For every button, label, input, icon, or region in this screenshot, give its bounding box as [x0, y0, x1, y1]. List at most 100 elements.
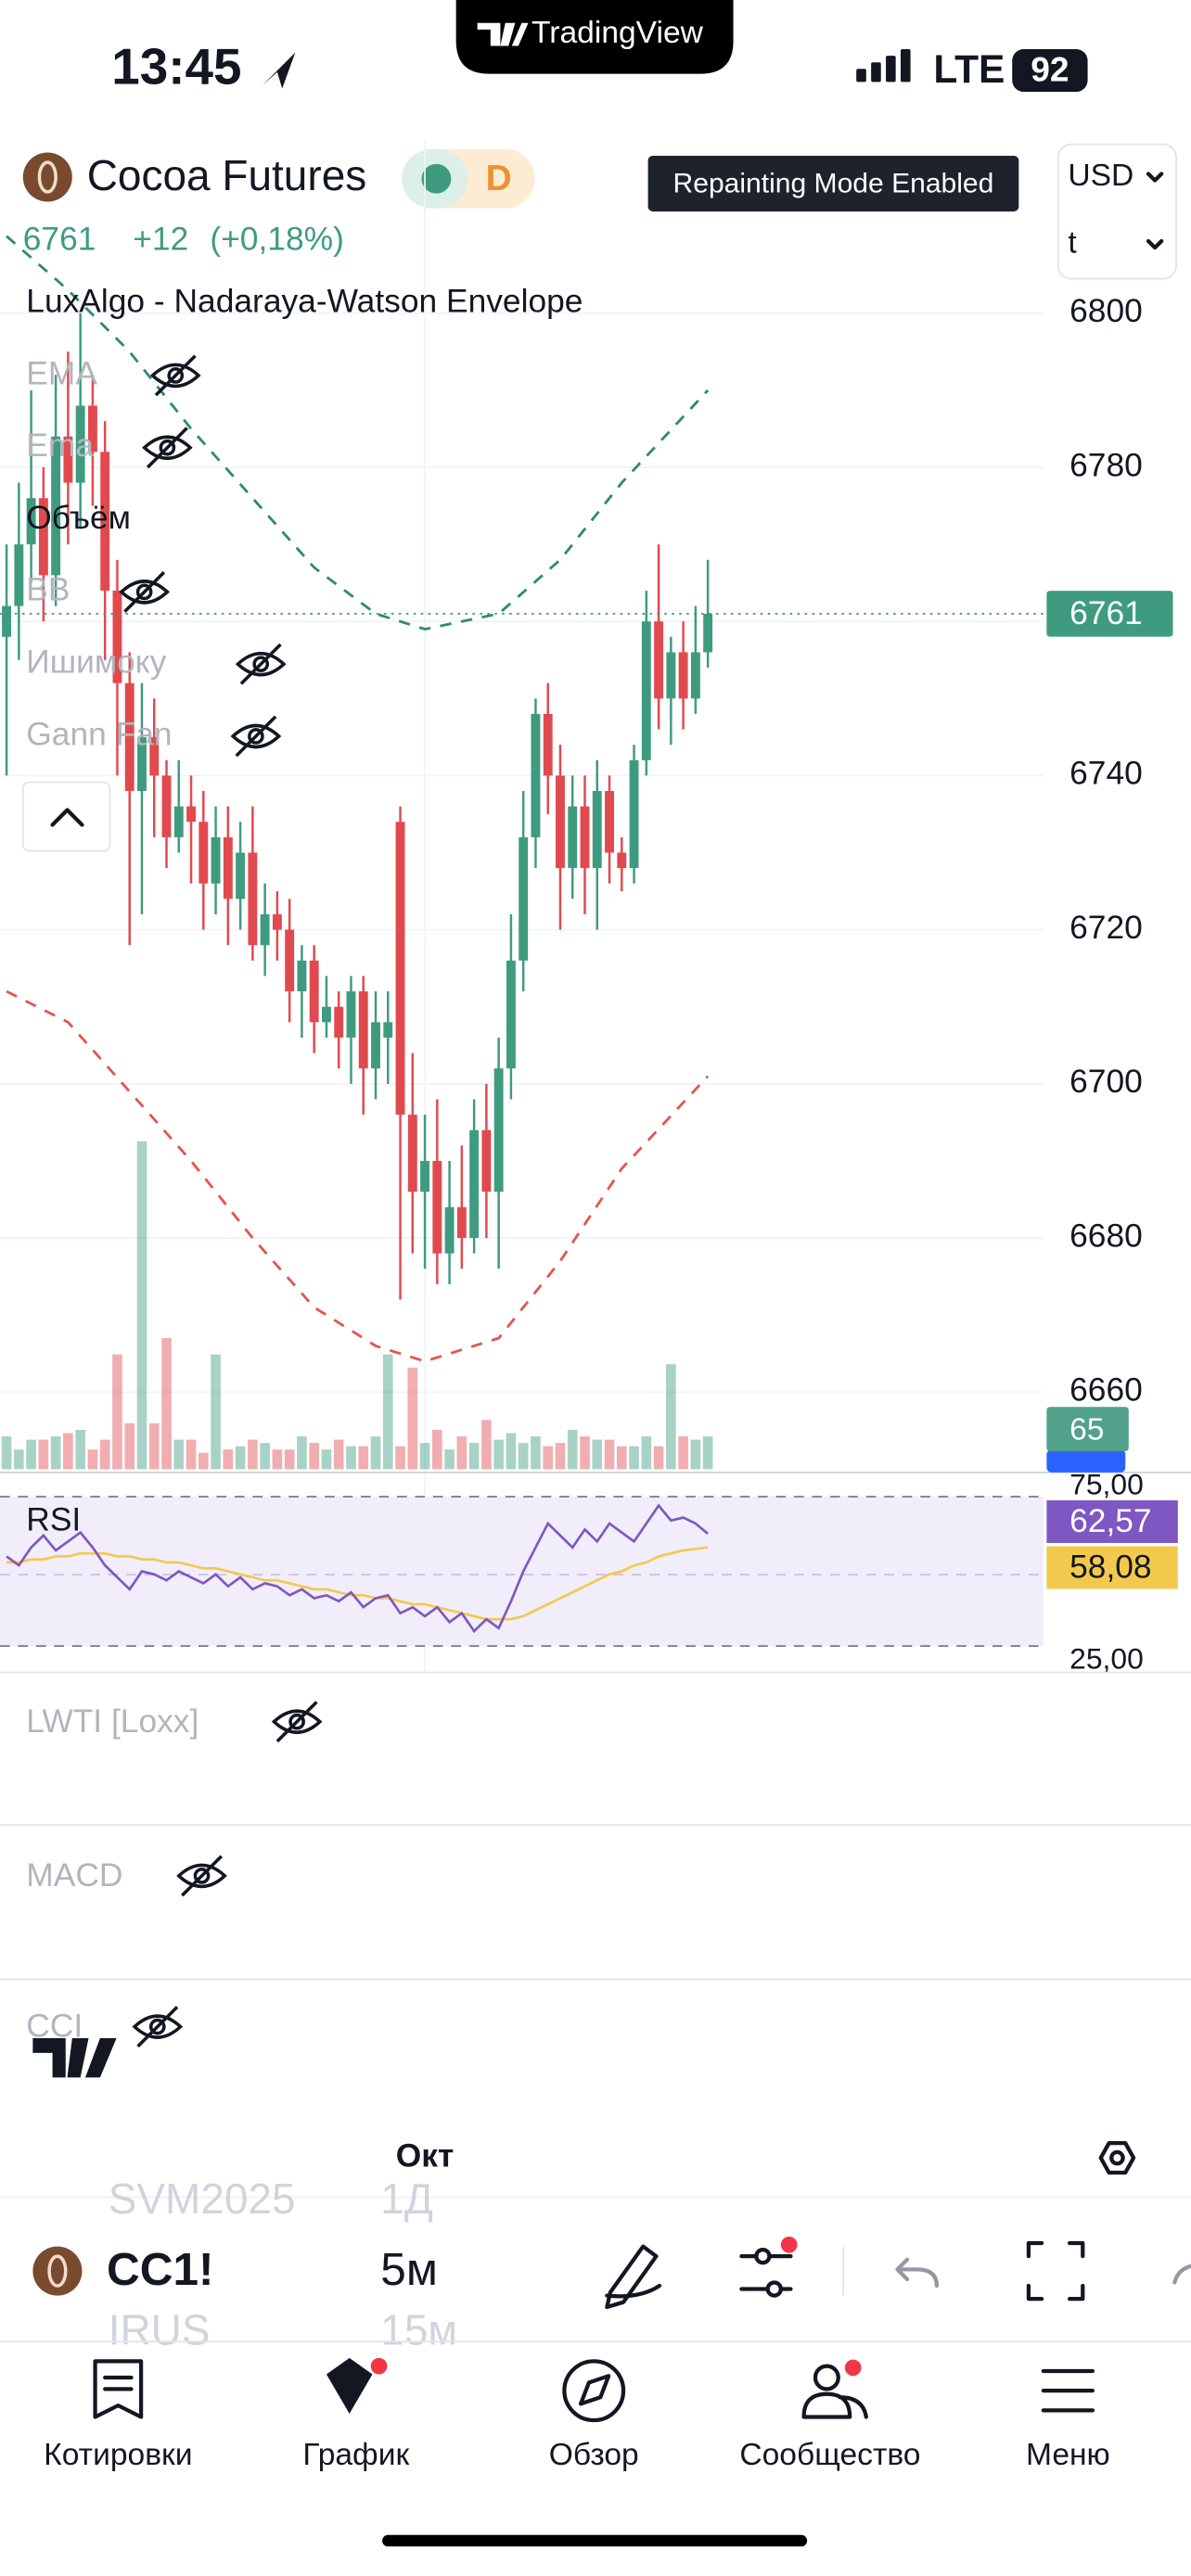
indicator-name[interactable]: EMA [26, 355, 97, 391]
hidden-icon-slash [275, 1701, 318, 1743]
volume-bar [309, 1443, 319, 1470]
undo-icon[interactable] [895, 2257, 939, 2289]
currency-unit-box[interactable] [1057, 143, 1177, 280]
rsi-badge [1046, 1499, 1178, 1543]
hidden-icon-pupil [135, 583, 153, 601]
volume-badge-label: 65 [1069, 1413, 1104, 1447]
currency[interactable]: USD [1068, 159, 1133, 193]
volume-bar [555, 1443, 566, 1470]
settings-icon[interactable] [1098, 2141, 1136, 2175]
unit[interactable]: t [1068, 225, 1077, 260]
nav-label[interactable]: Обзор [549, 2438, 639, 2472]
symbol-icon-seed [37, 160, 58, 194]
volume-bar [702, 1436, 713, 1470]
candle-body [641, 621, 651, 760]
hidden-icon-slash [239, 643, 282, 685]
last-price-label: 6761 [1069, 595, 1143, 631]
volume-bar [173, 1439, 185, 1470]
candle-body [678, 652, 688, 699]
candle-body [100, 452, 110, 591]
candle-body [358, 991, 368, 1069]
volume-bar [235, 1446, 246, 1470]
rsi-badge [1046, 1546, 1178, 1589]
volume-bar [136, 1141, 147, 1470]
y-tick-label: 6680 [1069, 1218, 1143, 1254]
candle-body [26, 498, 36, 545]
candle-body [519, 836, 529, 961]
candle-body [124, 682, 134, 792]
volume-bar [678, 1436, 688, 1470]
nav-icon-explore[interactable] [562, 2359, 626, 2423]
indicators-icon-knob [765, 2280, 783, 2298]
y-tick-label: 6780 [1069, 447, 1143, 483]
candle-body [87, 405, 97, 453]
candle-body [2, 606, 12, 637]
volume-bar [284, 1449, 295, 1470]
volume-bar [407, 1367, 418, 1470]
nav-icon-chart[interactable] [326, 2357, 373, 2414]
fullscreen-icon[interactable] [1026, 2240, 1085, 2302]
y-tick-label: 6800 [1069, 293, 1143, 329]
candle-body [14, 544, 24, 606]
hidden-icon-pupil [167, 367, 185, 384]
candle-body [666, 652, 676, 699]
volume-bar [186, 1439, 197, 1470]
rsi-line [6, 1503, 709, 1634]
hidden-icon-slash [154, 354, 197, 397]
draw-icon[interactable] [605, 2244, 662, 2310]
collapse-button[interactable] [21, 781, 111, 852]
indicator-name[interactable]: BB [26, 572, 70, 608]
nav-icon-community[interactable] [801, 2391, 868, 2419]
nav-label[interactable]: Меню [1026, 2438, 1110, 2472]
volume-bar [14, 1449, 24, 1470]
candle-body [432, 1160, 442, 1254]
volume-bar [481, 1420, 492, 1470]
indicator-name[interactable]: Ишимоку [26, 644, 166, 681]
volume-bar [592, 1439, 603, 1470]
tv-watermark [32, 2037, 117, 2078]
hidden-icon-slash [235, 715, 277, 758]
candle-body [51, 436, 61, 576]
candle-body [285, 929, 295, 992]
candle-body [63, 436, 73, 483]
toolbar-interval[interactable]: 5м [380, 2244, 438, 2295]
more-icon[interactable] [1172, 2264, 1191, 2285]
home-indicator [382, 2534, 808, 2547]
volume-bar [616, 1446, 627, 1470]
indicator-name[interactable]: Ema [26, 427, 94, 464]
candle-body [481, 1129, 492, 1192]
volume-bar [531, 1436, 541, 1470]
y-tick-label: 6700 [1069, 1064, 1143, 1100]
indicator-name[interactable]: Объём [26, 500, 131, 536]
panel-name: MACD [26, 1857, 122, 1894]
change: +12 [133, 221, 188, 257]
battery-level: 92 [1031, 50, 1069, 89]
nav-icon-quotes[interactable] [93, 2359, 144, 2419]
price: 6761 [23, 221, 96, 257]
candle-body [531, 713, 541, 837]
candle-body [506, 960, 516, 1069]
hidden-icon-pupil [248, 728, 264, 745]
volume-bar [198, 1452, 209, 1470]
nav-dot [844, 2359, 862, 2377]
toolbar-symbol[interactable]: CC1! [107, 2244, 214, 2295]
hidden-icon-pupil [159, 439, 176, 456]
symbol-icon [22, 152, 72, 202]
hidden-icon-slash [146, 427, 188, 469]
rsi-band [0, 1496, 1044, 1647]
candle-body [580, 806, 590, 869]
rsi-line [6, 1546, 709, 1621]
indicator-name[interactable]: Gann Fan [26, 716, 172, 752]
candle-body [112, 590, 122, 683]
nav-label[interactable]: Котировки [44, 2438, 192, 2472]
volume-bar [50, 1436, 61, 1470]
candle-body [211, 836, 221, 884]
candle-body [592, 791, 602, 869]
nav-label[interactable]: Сообщество [739, 2438, 920, 2472]
candle-body [383, 1022, 393, 1038]
volume-bar [272, 1449, 283, 1470]
nav-label[interactable]: График [302, 2438, 409, 2472]
volume-bar [444, 1449, 455, 1470]
nav-icon-menu[interactable] [1041, 2368, 1095, 2413]
indicator-dot [780, 2236, 798, 2253]
